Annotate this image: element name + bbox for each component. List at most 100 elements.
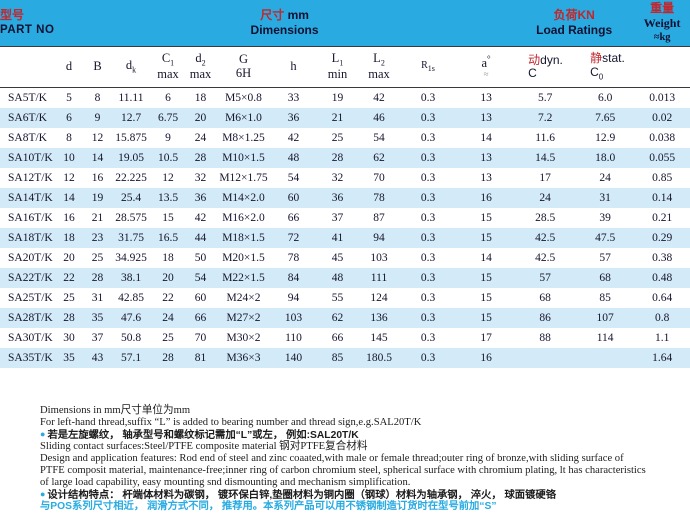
data-cell: 103 [370,252,388,264]
table-row: SA22T/K 22 28 38.1 20 54 M22×1.5 84 48 111 0.3 15 57… [0,268,690,288]
data-cell: 28 [63,312,75,324]
dimensions-header: 尺寸 mm Dimensions [55,0,515,47]
data-cell: 114 [596,332,614,344]
column-header-l1: L1 min [315,46,360,88]
data-cell: M12×1.75 [219,172,268,184]
data-cell: 81 [194,352,207,364]
data-cell: 6 [66,112,72,124]
table-row: SA25T/K 25 31 42.85 22 60 M24×2 94 55 124 0.3 15 68 8… [0,288,690,308]
data-cell: 28 [331,152,344,164]
data-cell: 22.225 [115,172,147,184]
data-cell: 22 [162,292,174,304]
data-cell: 0.038 [649,132,676,144]
data-cell: 107 [596,312,614,324]
data-cell: 46 [373,112,385,124]
data-cell: 94 [373,232,385,244]
weight-spacer [634,46,690,88]
data-cell [576,348,634,368]
column-header-h: h [272,46,315,88]
data-cell: 17 [480,332,492,344]
data-cell: 86 [539,312,551,324]
data-cell: 68 [599,272,611,284]
data-cell: 37 [91,332,104,344]
footnote-line: 与POS系列尺寸相近， 润滑方式不同， 推荐用。本系列产品可以用不锈钢制造订货时… [40,501,497,513]
footnote-line: Design and application features: Rod end… [40,453,624,465]
data-cell: 25 [331,132,344,144]
data-cell: M10×1.5 [222,152,265,164]
load-ratings-label-en: Load Ratings [536,23,613,37]
table-row: SA18T/K 18 23 31.75 16.5 44 M18×1.5 72 41 94 0.3 15… [0,228,690,248]
data-cell: 0.3 [420,92,436,104]
data-cell: 15 [480,232,492,244]
data-cell: 42.5 [535,232,556,244]
data-cell: 16 [480,192,492,204]
data-cell: 16 [63,212,75,224]
data-cell: 9 [94,112,101,124]
data-cell: 33 [287,92,300,104]
data-cell: 16 [91,172,104,184]
data-cell: 42 [373,92,385,104]
data-cell: 84 [287,272,300,284]
data-cell: 0.013 [649,92,676,104]
data-cell: 15 [162,212,174,224]
data-cell: 18 [162,252,174,264]
data-cell: 54 [373,132,385,144]
data-cell: 0.3 [420,112,436,124]
data-cell: 124 [370,292,388,304]
footnote-line: ● 若是左旋螺纹， 轴承型号和螺纹标记需加“L”或左， 例如:SAL20T/K [40,428,359,441]
data-cell: 23 [91,232,104,244]
data-cell [514,348,576,368]
data-cell: 32 [194,172,207,184]
data-cell: M8×1.25 [222,132,265,144]
data-cell: 24 [162,312,174,324]
data-cell: 0.3 [420,252,436,264]
data-cell: 34.925 [115,252,147,264]
data-cell: 31 [91,292,104,304]
data-cell: 12 [63,172,75,184]
part-no-header: 型号 PART NO [0,0,55,47]
data-cell: 36 [331,192,344,204]
column-header-c1: C1 max [150,46,186,88]
data-cell: 14 [63,192,75,204]
column-header-stat: 静stat. C0 [576,46,635,88]
data-cell: 19.05 [118,152,144,164]
data-cell: 85 [331,352,344,364]
data-cell: 14.5 [535,152,556,164]
data-cell: 10.5 [157,152,179,164]
data-cell: 37 [331,212,344,224]
data-cell: 44 [194,232,207,244]
data-cell: 0.3 [420,192,436,204]
data-cell: 70 [194,332,207,344]
data-cell: 5.7 [537,92,553,104]
data-cell: 48 [287,152,300,164]
data-cell: 66 [194,312,207,324]
data-cell: 62 [373,152,385,164]
data-cell: 54 [287,172,300,184]
data-cell: 136 [370,312,388,324]
data-cell: 28 [194,152,207,164]
part-no-cell: SA14T/K [8,192,53,204]
part-no-cell: SA30T/K [8,332,53,344]
data-cell: 68 [539,292,551,304]
data-cell: 25 [91,252,104,264]
table-row: SA14T/K 14 19 25.4 13.5 36 M14×2.0 60 36 78 0.3 16 2… [0,188,690,208]
data-cell: 60 [287,192,300,204]
data-cell: 6.75 [157,112,179,124]
data-cell: 12.7 [120,112,142,124]
data-cell: 18 [63,232,75,244]
data-cell: 0.3 [420,272,436,284]
data-cell: 85 [599,292,611,304]
data-cell: 6 [165,92,171,104]
data-cell: 24 [599,172,611,184]
table-band-row: 型号 PART NO 尺寸 mm Dimensions 负荷KN Load Ra… [0,0,690,47]
data-cell: 14 [91,152,104,164]
load-ratings-header: 负荷KN Load Ratings [514,0,635,47]
column-header-d2: d2 max [186,46,215,88]
column-header-b: B [83,46,112,88]
data-cell: 57 [539,272,551,284]
data-cell: 0.02 [652,112,673,124]
data-cell: 30 [63,332,75,344]
data-cell: 0.3 [420,172,436,184]
data-cell: 0.3 [420,212,436,224]
